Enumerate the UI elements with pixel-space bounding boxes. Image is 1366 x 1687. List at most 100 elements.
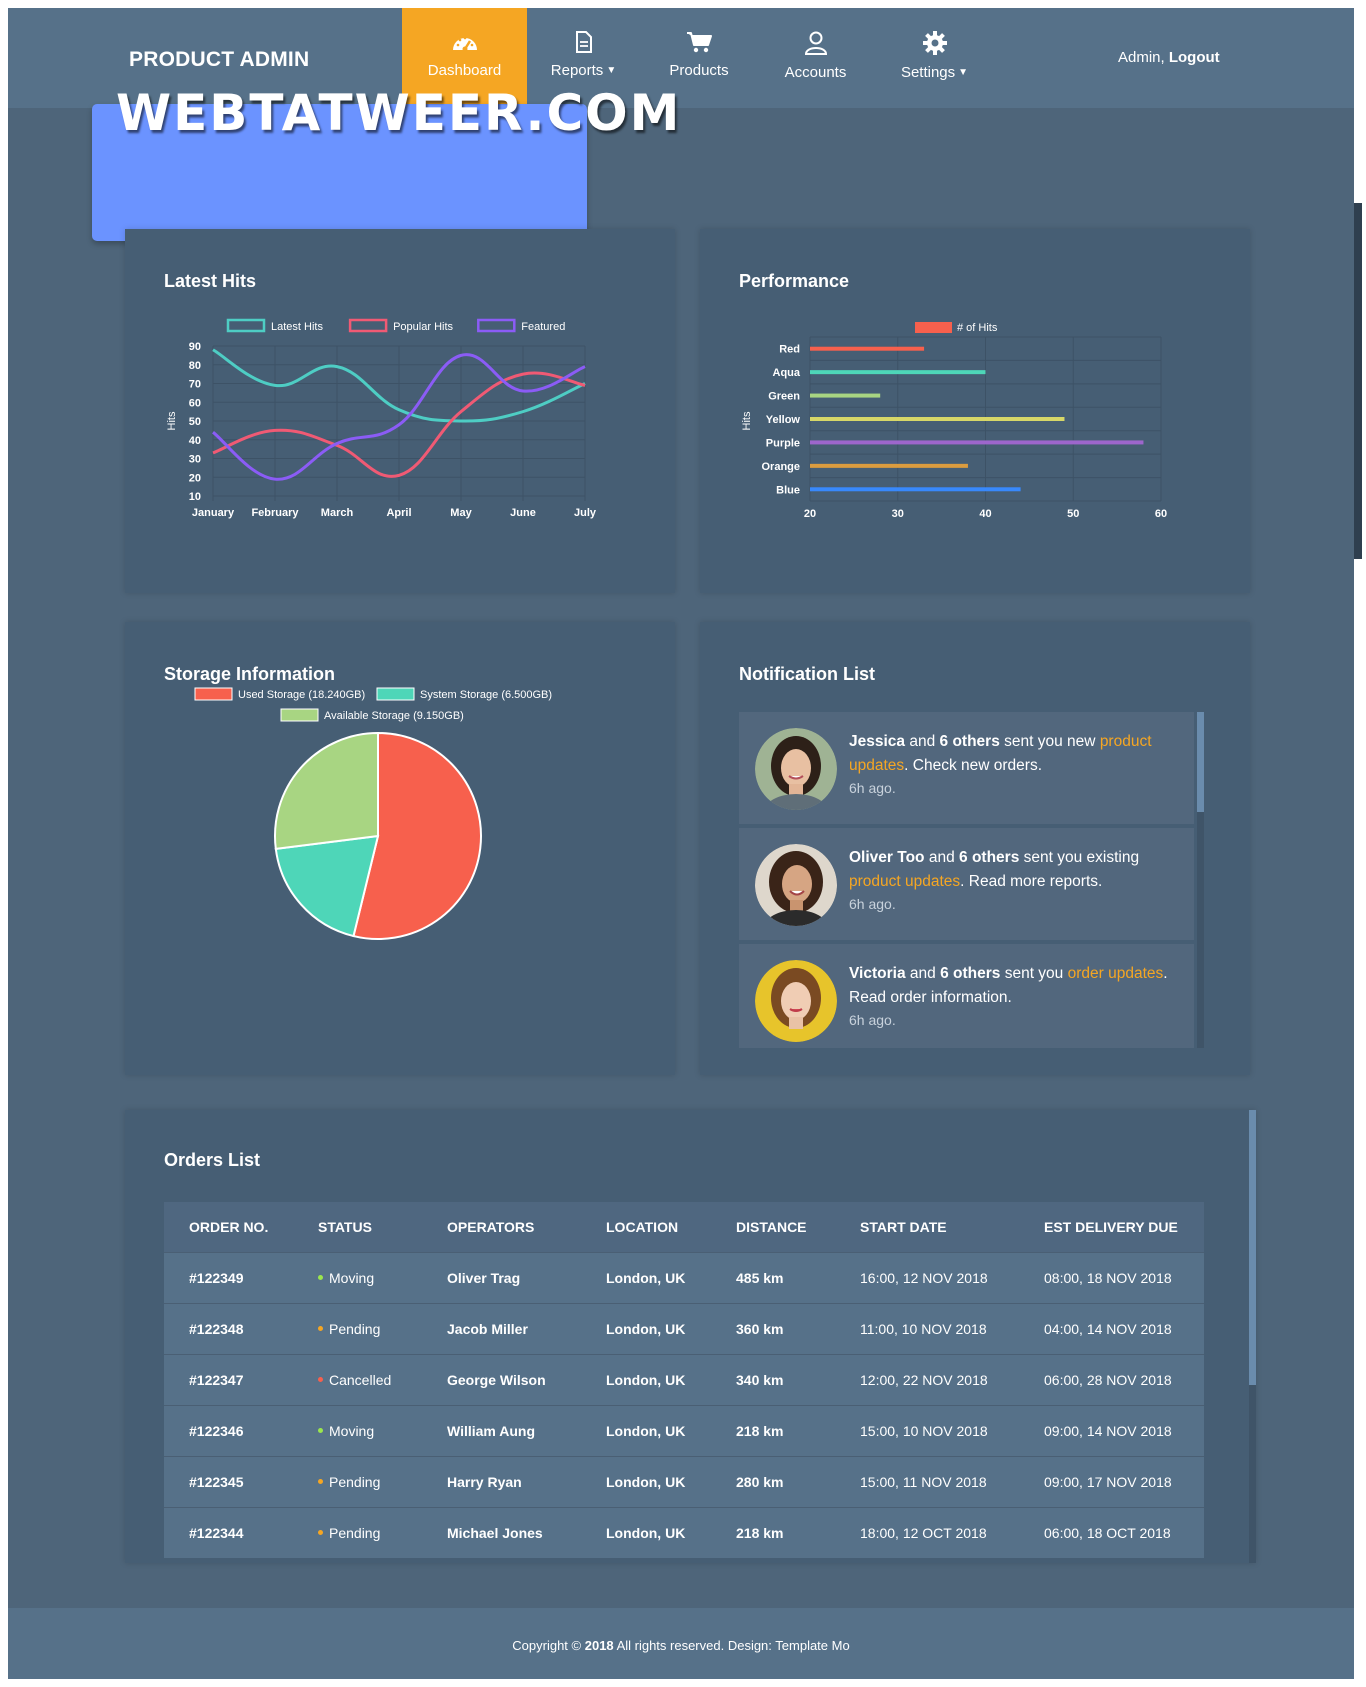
- table-cell-start: 12:00, 22 NOV 2018: [835, 1372, 1019, 1388]
- table-cell-location: London, UK: [581, 1525, 711, 1541]
- pie-slice: [352, 731, 482, 940]
- table-cell-distance: 280 km: [711, 1474, 835, 1490]
- storage-chart: Used Storage (18.240GB) System Storage (6…: [194, 687, 552, 940]
- status-dot-icon: [318, 1529, 323, 1535]
- legend-swatch: [194, 687, 233, 701]
- nav-settings[interactable]: Settings ▼: [873, 8, 996, 108]
- notification-and: and: [909, 965, 936, 982]
- brand-title[interactable]: PRODUCT ADMIN: [129, 48, 310, 71]
- notification-scrollbar-thumb[interactable]: [1197, 712, 1204, 812]
- table-row[interactable]: #122348 Pending Jacob Miller London, UK 360 …: [164, 1303, 1204, 1354]
- x-tick-label: February: [251, 507, 299, 519]
- x-tick-label: March: [321, 507, 354, 519]
- table-cell-status: Pending: [293, 1525, 422, 1541]
- x-tick-label: 50: [1067, 508, 1079, 520]
- chevron-down-icon: ▼: [958, 67, 969, 78]
- user-area: Admin, Logout: [1118, 49, 1220, 66]
- y-tick-label: Red: [779, 344, 800, 356]
- table-cell-distance: 218 km: [711, 1423, 835, 1439]
- column-header[interactable]: STATUS: [318, 1219, 372, 1235]
- y-tick-label: Aqua: [773, 367, 801, 379]
- notification-list[interactable]: Jessica and 6 others sent you new produc…: [739, 712, 1194, 1048]
- bar: [810, 487, 1021, 492]
- y-tick-label: 40: [189, 435, 201, 447]
- notification-link[interactable]: product updates: [849, 733, 1152, 774]
- table-cell-operator: Michael Jones: [422, 1525, 581, 1541]
- table-cell-text: George Wilson: [447, 1372, 546, 1388]
- column-header[interactable]: START DATE: [860, 1219, 947, 1235]
- table-cell-text: London, UK: [606, 1525, 686, 1541]
- orders-scrollbar-thumb[interactable]: [1249, 1110, 1256, 1385]
- legend-swatch: [280, 708, 319, 722]
- notification-and: and: [928, 849, 955, 866]
- notification-item[interactable]: Oliver Too and 6 others sent you existin…: [739, 828, 1194, 940]
- table-cell-location: London, UK: [581, 1423, 711, 1439]
- table-cell-status: Moving: [293, 1423, 422, 1439]
- nav-reports[interactable]: Reports ▼: [527, 8, 640, 108]
- notification-time: 6h ago.: [849, 780, 896, 796]
- nav-accounts[interactable]: Accounts: [758, 8, 873, 108]
- y-tick-label: Blue: [776, 484, 800, 496]
- legend-label: Featured: [521, 321, 565, 333]
- bar: [810, 463, 968, 468]
- notification-sender: Victoria: [849, 965, 906, 982]
- column-header[interactable]: EST DELIVERY DUE: [1044, 1219, 1178, 1235]
- table-row[interactable]: #122346 Moving William Aung London, UK 218 k…: [164, 1405, 1204, 1456]
- status-dot-icon: [318, 1274, 323, 1280]
- table-cell-text: 280 km: [736, 1474, 784, 1490]
- table-row[interactable]: #122345 Pending Harry Ryan London, UK 280 km…: [164, 1456, 1204, 1507]
- x-tick-label: 20: [804, 508, 816, 520]
- notification-item[interactable]: Jessica and 6 others sent you new produc…: [739, 712, 1194, 824]
- table-cell-operator: Jacob Miller: [422, 1321, 581, 1337]
- app-window: PRODUCT ADMIN Dashboard Reports ▼ Product…: [8, 8, 1354, 1679]
- notification-text: Victoria and 6 others sent you order upd…: [849, 962, 1189, 1010]
- table-cell-text: #122348: [189, 1321, 244, 1337]
- logout-link[interactable]: Logout: [1168, 49, 1220, 66]
- latest-hits-title: Latest Hits: [164, 271, 257, 291]
- table-row[interactable]: #122344 Pending Michael Jones London, UK 218…: [164, 1507, 1204, 1558]
- table-cell-text: London, UK: [606, 1270, 686, 1286]
- table-cell-text: 09:00, 17 NOV 2018: [1044, 1474, 1172, 1490]
- legend-swatch: [477, 318, 516, 333]
- table-cell-text: London, UK: [606, 1423, 686, 1439]
- column-header[interactable]: LOCATION: [606, 1219, 679, 1235]
- table-cell-start: 15:00, 10 NOV 2018: [835, 1423, 1019, 1439]
- table-cell-text: 360 km: [736, 1321, 784, 1337]
- table-row[interactable]: #122347 Cancelled George Wilson London, UK 3…: [164, 1354, 1204, 1405]
- table-cell-distance: 340 km: [711, 1372, 835, 1388]
- column-header[interactable]: DISTANCE: [736, 1219, 807, 1235]
- notification-link[interactable]: product updates: [849, 873, 961, 890]
- notification-sender: Oliver Too: [849, 849, 925, 866]
- y-tick-label: 50: [189, 416, 201, 428]
- main-nav: Dashboard Reports ▼ Products Accounts Set…: [402, 8, 996, 108]
- table-row[interactable]: #122349 Moving Oliver Trag London, UK 485 km…: [164, 1252, 1204, 1303]
- legend-label: # of Hits: [957, 322, 998, 334]
- table-cell-due: 09:00, 17 NOV 2018: [1019, 1474, 1204, 1490]
- table-cell-start: 16:00, 12 NOV 2018: [835, 1270, 1019, 1286]
- table-cell-text: #122347: [189, 1372, 244, 1388]
- table-cell-operator: William Aung: [422, 1423, 581, 1439]
- legend-swatch: [226, 318, 266, 333]
- status-dot-icon: [318, 1478, 323, 1484]
- bar: [810, 346, 925, 351]
- nav-dashboard[interactable]: Dashboard: [402, 8, 527, 108]
- y-tick-label: Orange: [761, 461, 800, 473]
- y-tick-label: 70: [189, 379, 201, 391]
- notification-pre: sent you: [1004, 965, 1064, 982]
- y-tick-label: 90: [189, 341, 201, 353]
- table-cell-text: Oliver Trag: [447, 1270, 521, 1286]
- notification-item[interactable]: Victoria and 6 others sent you order upd…: [739, 944, 1194, 1048]
- column-header[interactable]: OPERATORS: [447, 1219, 535, 1235]
- notification-scrollbar-track[interactable]: [1197, 712, 1204, 1048]
- table-cell-text: 218 km: [736, 1423, 784, 1439]
- legend-label: Latest Hits: [271, 321, 323, 333]
- notification-post: . Read order information.: [849, 965, 1168, 1006]
- page-scrollbar-thumb[interactable]: [1354, 203, 1362, 559]
- column-header[interactable]: ORDER NO.: [189, 1219, 269, 1235]
- nav-settings-label: Settings: [900, 64, 956, 81]
- nav-products[interactable]: Products: [640, 8, 758, 108]
- table-cell-text: 15:00, 10 NOV 2018: [860, 1423, 988, 1439]
- user-icon: [804, 31, 827, 55]
- table-cell-text: 12:00, 22 NOV 2018: [860, 1372, 988, 1388]
- notification-link[interactable]: order updates: [1067, 965, 1164, 982]
